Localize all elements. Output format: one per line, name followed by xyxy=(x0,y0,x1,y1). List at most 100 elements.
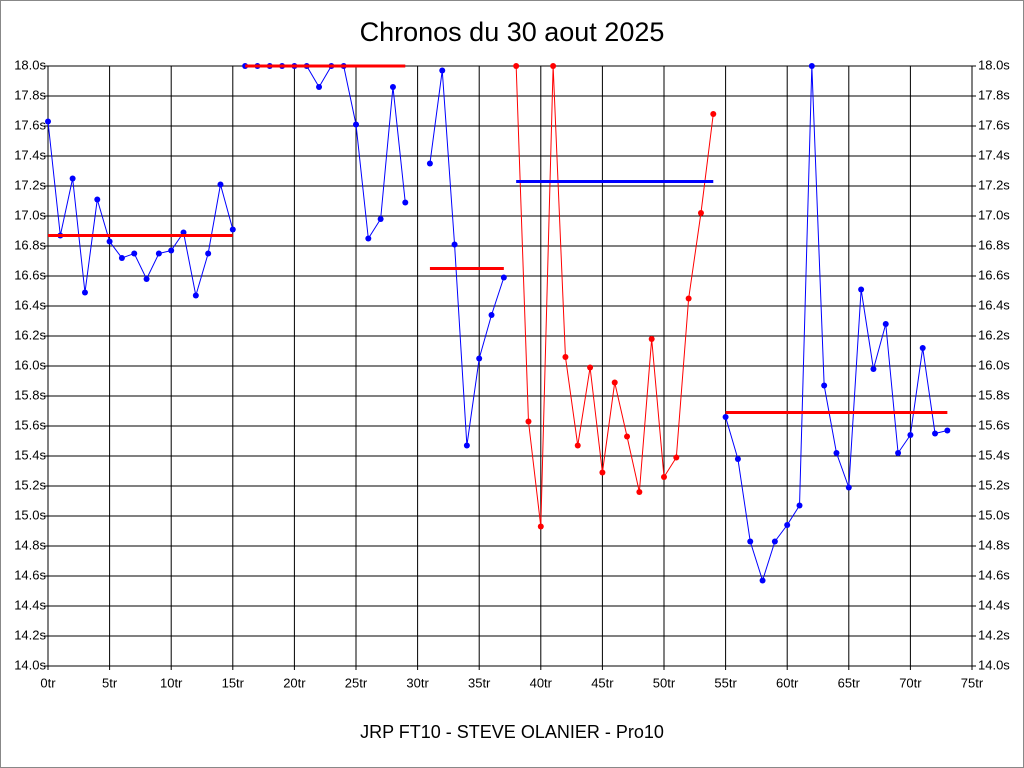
lap-point xyxy=(500,274,507,281)
y2-tick-label: 14.0s xyxy=(978,657,1010,672)
lap-point xyxy=(316,84,323,90)
y2-tick-label: 16.2s xyxy=(978,327,1010,342)
lap-point xyxy=(858,286,865,293)
lap-point xyxy=(131,250,138,257)
y2-tick-label: 14.2s xyxy=(978,627,1010,642)
lap-point xyxy=(45,118,51,125)
x-tick-label: 65tr xyxy=(838,675,861,690)
y2-tick-label: 16.6s xyxy=(978,267,1010,282)
lap-point xyxy=(722,414,729,420)
lap-point xyxy=(143,276,150,282)
y-tick-label: 17.4s xyxy=(14,147,46,162)
y-tick-label: 17.6s xyxy=(14,117,46,132)
y-tick-label: 14.4s xyxy=(14,597,46,612)
chart-title: Chronos du 30 aout 2025 xyxy=(360,17,665,47)
x-tick-label: 70tr xyxy=(899,675,922,690)
x-tick-label: 25tr xyxy=(345,675,368,690)
lap-point xyxy=(574,442,581,449)
lap-point xyxy=(439,67,446,74)
y2-tick-label: 15.2s xyxy=(978,477,1010,492)
lap-point xyxy=(636,489,643,495)
y-tick-label: 17.0s xyxy=(14,207,46,222)
y-tick-label: 16.0s xyxy=(14,357,46,372)
y-tick-label: 16.4s xyxy=(14,297,46,312)
lap-point xyxy=(710,111,717,117)
y2-tick-label: 15.6s xyxy=(978,417,1010,432)
x-tick-label: 40tr xyxy=(530,675,553,690)
lap-point xyxy=(402,199,409,206)
lap-point xyxy=(229,226,236,233)
x-tick-label: 10tr xyxy=(160,675,183,690)
lap-point xyxy=(734,456,741,462)
y2-tick-label: 14.4s xyxy=(978,597,1010,612)
lap-point xyxy=(192,292,199,299)
x-tick-label: 50tr xyxy=(653,675,676,690)
lap-point xyxy=(562,354,569,360)
x-tick-label: 30tr xyxy=(406,675,429,690)
y-tick-label: 18.0s xyxy=(14,57,46,72)
y-tick-label: 14.2s xyxy=(14,627,46,642)
lap-point xyxy=(833,450,840,456)
y-tick-label: 15.6s xyxy=(14,417,46,432)
lap-point xyxy=(611,379,618,386)
y2-tick-label: 14.8s xyxy=(978,537,1010,552)
lap-point xyxy=(784,522,791,528)
y-tick-label: 15.4s xyxy=(14,447,46,462)
lap-point xyxy=(389,84,396,90)
lap-point xyxy=(771,538,778,545)
lap-point xyxy=(205,250,212,257)
x-axis-label: JRP FT10 - STEVE OLANIER - Pro10 xyxy=(360,722,664,742)
lap-point xyxy=(845,484,852,491)
lap-point xyxy=(661,474,667,480)
lap-point xyxy=(525,418,532,425)
plot-border xyxy=(47,65,973,667)
y2-tick-label: 16.8s xyxy=(978,237,1010,252)
y-tick-label: 15.2s xyxy=(14,477,46,492)
y-tick-label: 14.0s xyxy=(14,657,46,672)
lap-point xyxy=(426,160,433,167)
lap-point xyxy=(624,433,631,440)
y-tick-label: 15.0s xyxy=(14,507,46,522)
x-tick-label: 35tr xyxy=(468,675,491,690)
lap-point xyxy=(513,63,520,69)
lap-point xyxy=(106,238,113,245)
lap-point xyxy=(451,241,458,248)
lap-point xyxy=(821,382,828,389)
lap-point xyxy=(217,181,224,188)
lap-point xyxy=(463,442,470,449)
lap-point xyxy=(365,235,372,242)
lap-point xyxy=(69,175,76,182)
y2-tick-label: 14.6s xyxy=(978,567,1010,582)
lap-point xyxy=(870,366,877,372)
x-tick-label: 20tr xyxy=(283,675,306,690)
x-tick-label: 60tr xyxy=(776,675,799,690)
lap-point xyxy=(476,355,483,362)
x-tick-label: 75tr xyxy=(961,675,984,690)
lap-point xyxy=(895,450,902,456)
lap-point xyxy=(673,454,680,461)
lap-point xyxy=(648,336,655,342)
lap-point xyxy=(81,289,88,296)
y2-tick-label: 16.4s xyxy=(978,297,1010,312)
y-tick-label: 16.8s xyxy=(14,237,46,252)
lap-point xyxy=(353,121,359,128)
lap-point xyxy=(747,538,754,545)
y-tick-label: 17.2s xyxy=(14,177,46,192)
x-tick-label: 45tr xyxy=(591,675,614,690)
lap-point xyxy=(932,430,939,437)
lap-point xyxy=(168,247,175,254)
x-tick-label: 55tr xyxy=(714,675,737,690)
lap-point xyxy=(944,427,951,434)
lap-point xyxy=(488,312,495,318)
x-tick-label: 15tr xyxy=(222,675,245,690)
lap-point xyxy=(94,196,101,203)
lap-point xyxy=(377,216,384,222)
lap-point xyxy=(907,432,914,438)
lap-point xyxy=(796,502,803,509)
y-tick-label: 16.2s xyxy=(14,327,46,342)
lap-point xyxy=(550,63,557,69)
y-tick-label: 17.8s xyxy=(14,87,46,102)
y2-tick-label: 17.0s xyxy=(978,207,1010,222)
lap-point xyxy=(155,250,162,257)
